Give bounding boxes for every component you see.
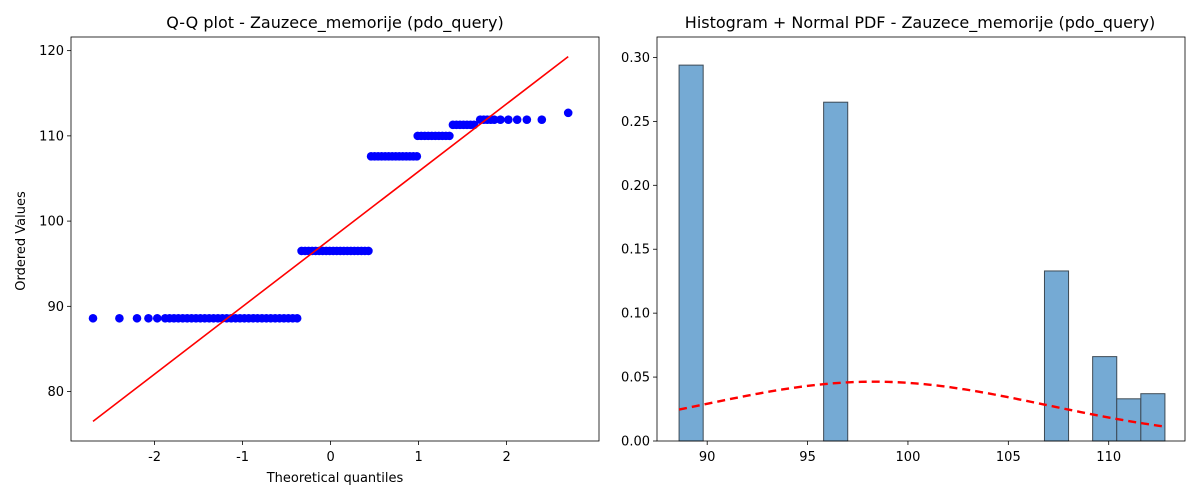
qq-point: [144, 313, 153, 323]
histogram-bar: [1092, 356, 1118, 442]
qq-plot: Q-Q plot - Zauzece_memorije (pdo_query) …: [14, 13, 600, 486]
qq-plot-x-tick-label: 1: [414, 450, 422, 465]
qq-point: [115, 313, 124, 323]
qq-plot-y-tick-label: 100: [39, 215, 64, 230]
histogram-plot-y-tick-label: 0.05: [621, 371, 650, 386]
qq-point: [412, 152, 422, 161]
qq-plot-y-axis-label: Ordered Values: [14, 191, 29, 291]
qq-point: [489, 115, 499, 124]
histogram-plot-title: Histogram + Normal PDF - Zauzece_memorij…: [685, 13, 1155, 33]
qq-point: [152, 313, 162, 323]
qq-plot-x-tick-label: -2: [148, 450, 161, 465]
histogram-plot-y-tick-label: 0.15: [621, 243, 650, 258]
qq-plot-frame: [70, 36, 600, 442]
histogram-bar: [678, 64, 704, 442]
histogram-plot-x-tick-label: 105: [996, 450, 1021, 465]
qq-point: [522, 115, 532, 124]
histogram-plot-y-tick-label: 0.10: [621, 307, 650, 322]
qq-plot-x-tick-label: 2: [502, 450, 510, 465]
histogram-plot-x-tick-label: 110: [1096, 450, 1121, 465]
qq-fit-line: [92, 55, 569, 423]
qq-plot-y-tick-label: 80: [47, 385, 64, 400]
qq-point: [88, 313, 98, 323]
qq-point: [537, 115, 547, 124]
histogram-plot: Histogram + Normal PDF - Zauzece_memorij…: [621, 13, 1186, 465]
qq-plot-y-tick-label: 90: [47, 300, 64, 315]
histogram-bar: [1043, 270, 1070, 442]
histogram-plot-y-tick-label: 0.25: [621, 115, 650, 130]
qq-plot-x-axis-label: Theoretical quantiles: [266, 471, 404, 486]
qq-plot-y-tick-label: 110: [39, 129, 64, 144]
histogram-plot-frame: [656, 36, 1186, 442]
histogram-plot-y-tick-label: 0.00: [621, 435, 650, 450]
qq-point: [504, 115, 513, 124]
histogram-plot-y-tick-label: 0.20: [621, 179, 650, 194]
qq-point: [512, 115, 522, 124]
qq-plot-x-tick-label: 0: [326, 450, 334, 465]
histogram-bar: [1140, 393, 1166, 442]
qq-plot-x-tick-label: -1: [236, 450, 249, 465]
qq-point: [292, 313, 302, 323]
qq-point: [445, 131, 454, 141]
histogram-plot-y-tick-label: 0.30: [621, 51, 650, 66]
qq-point: [364, 246, 373, 256]
histogram-plot-x-tick-label: 90: [699, 450, 716, 465]
histogram-plot-x-tick-label: 100: [896, 450, 921, 465]
qq-point: [132, 313, 142, 323]
qq-point: [563, 108, 573, 118]
normal-pdf-curve: [678, 380, 1166, 428]
histogram-plot-x-tick-label: 95: [799, 450, 816, 465]
histogram-bar: [823, 101, 849, 442]
qq-point: [496, 115, 505, 124]
qq-plot-y-tick-label: 120: [39, 44, 64, 59]
qq-plot-title: Q-Q plot - Zauzece_memorije (pdo_query): [166, 13, 503, 33]
